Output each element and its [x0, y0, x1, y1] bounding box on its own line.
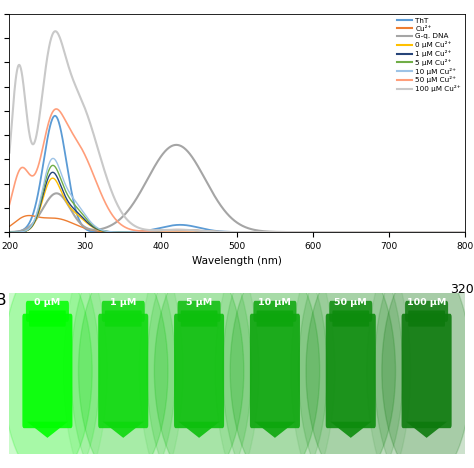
FancyBboxPatch shape [26, 301, 69, 322]
FancyBboxPatch shape [256, 310, 293, 327]
Polygon shape [103, 422, 144, 438]
Ellipse shape [299, 241, 403, 468]
FancyBboxPatch shape [29, 310, 66, 327]
Ellipse shape [215, 220, 335, 468]
Text: B: B [0, 293, 6, 308]
Ellipse shape [367, 220, 474, 468]
Ellipse shape [155, 261, 244, 468]
FancyBboxPatch shape [326, 314, 376, 428]
FancyBboxPatch shape [178, 301, 220, 322]
Legend: ThT, Cu²⁺, G-q. DNA, 0 μM Cu²⁺, 1 μM Cu²⁺, 5 μM Cu²⁺, 10 μM Cu²⁺, 50 μM Cu²⁺, 10: ThT, Cu²⁺, G-q. DNA, 0 μM Cu²⁺, 1 μM Cu²… [397, 18, 461, 92]
Text: 0 μM: 0 μM [34, 298, 61, 307]
FancyBboxPatch shape [405, 301, 448, 322]
FancyBboxPatch shape [98, 314, 148, 428]
Polygon shape [406, 422, 447, 438]
Ellipse shape [291, 220, 410, 468]
FancyBboxPatch shape [329, 301, 372, 322]
Ellipse shape [0, 220, 107, 468]
FancyBboxPatch shape [250, 314, 300, 428]
Ellipse shape [374, 241, 474, 468]
Ellipse shape [0, 241, 100, 468]
FancyBboxPatch shape [105, 310, 142, 327]
FancyBboxPatch shape [254, 301, 296, 322]
FancyBboxPatch shape [102, 301, 145, 322]
FancyBboxPatch shape [332, 310, 369, 327]
Text: 5 μM: 5 μM [186, 298, 212, 307]
Ellipse shape [139, 220, 259, 468]
Ellipse shape [3, 261, 92, 468]
Ellipse shape [382, 261, 471, 468]
Polygon shape [255, 422, 295, 438]
Ellipse shape [147, 241, 251, 468]
Polygon shape [330, 422, 371, 438]
FancyBboxPatch shape [401, 314, 452, 428]
FancyBboxPatch shape [174, 314, 224, 428]
FancyBboxPatch shape [181, 310, 218, 327]
Text: 50 μM: 50 μM [334, 298, 367, 307]
Ellipse shape [71, 241, 175, 468]
FancyBboxPatch shape [22, 314, 73, 428]
Text: 100 μM: 100 μM [407, 298, 447, 307]
Ellipse shape [79, 261, 168, 468]
Ellipse shape [230, 261, 319, 468]
Ellipse shape [64, 220, 183, 468]
Polygon shape [179, 422, 219, 438]
Ellipse shape [306, 261, 395, 468]
Ellipse shape [223, 241, 327, 468]
FancyBboxPatch shape [408, 310, 445, 327]
Text: 320: 320 [450, 283, 474, 296]
Text: 10 μM: 10 μM [258, 298, 292, 307]
Polygon shape [27, 422, 68, 438]
Text: 1 μM: 1 μM [110, 298, 137, 307]
X-axis label: Wavelength (nm): Wavelength (nm) [192, 256, 282, 266]
